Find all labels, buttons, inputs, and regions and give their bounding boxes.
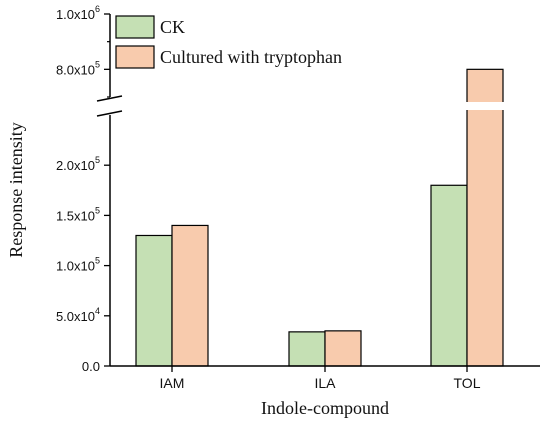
legend-label: Cultured with tryptophan — [160, 47, 342, 67]
y-tick-label: 8.0x105 — [56, 59, 100, 77]
x-tick-label: IAM — [160, 375, 185, 391]
bar-ila-series-2 — [324, 330, 362, 367]
bar-ila-series-1 — [288, 331, 326, 367]
y-ticks-group: 0.0 5.0x104 1.0x105 1.5x105 2.0x105 8.0x105 1.… — [56, 4, 110, 374]
x-tick-label: ILA — [314, 375, 336, 391]
y-tick-exponent: 5 — [95, 205, 100, 215]
bar-break-gap — [466, 102, 504, 110]
legend-label: CK — [160, 17, 185, 37]
y-tick-label: 5.0x104 — [56, 306, 100, 324]
y-tick-label: 0.0 — [82, 359, 100, 374]
legend: CK Cultured with tryptophan — [115, 15, 342, 69]
bar-iam-series-1 — [135, 234, 173, 367]
y-tick-exponent: 4 — [95, 306, 100, 316]
y-axis-break-mark-top — [96, 95, 123, 102]
y-axis-label: Response intensity — [6, 122, 26, 258]
bars-group — [135, 68, 504, 367]
bar-tol-series-2 — [466, 68, 504, 367]
y-tick-label: 2.0x105 — [56, 155, 100, 173]
x-ticks-group: IAM ILA TOL — [160, 366, 481, 391]
y-axis-break-mark-bottom — [96, 110, 123, 117]
y-tick-exponent: 5 — [95, 256, 100, 266]
legend-swatch — [115, 15, 155, 39]
y-tick-label: 1.0x106 — [56, 4, 100, 22]
y-tick-exponent: 5 — [95, 155, 100, 165]
y-tick-label: 1.5x105 — [56, 205, 100, 223]
x-axis-label: Indole-compound — [261, 398, 389, 418]
y-tick-label: 1.0x105 — [56, 256, 100, 274]
y-tick-exponent: 5 — [95, 59, 100, 69]
legend-swatch — [115, 45, 155, 69]
bar-tol-series-1 — [430, 184, 468, 367]
y-tick-exponent: 6 — [95, 4, 100, 14]
bar-iam-series-2 — [171, 224, 209, 367]
x-tick-label: TOL — [454, 375, 481, 391]
